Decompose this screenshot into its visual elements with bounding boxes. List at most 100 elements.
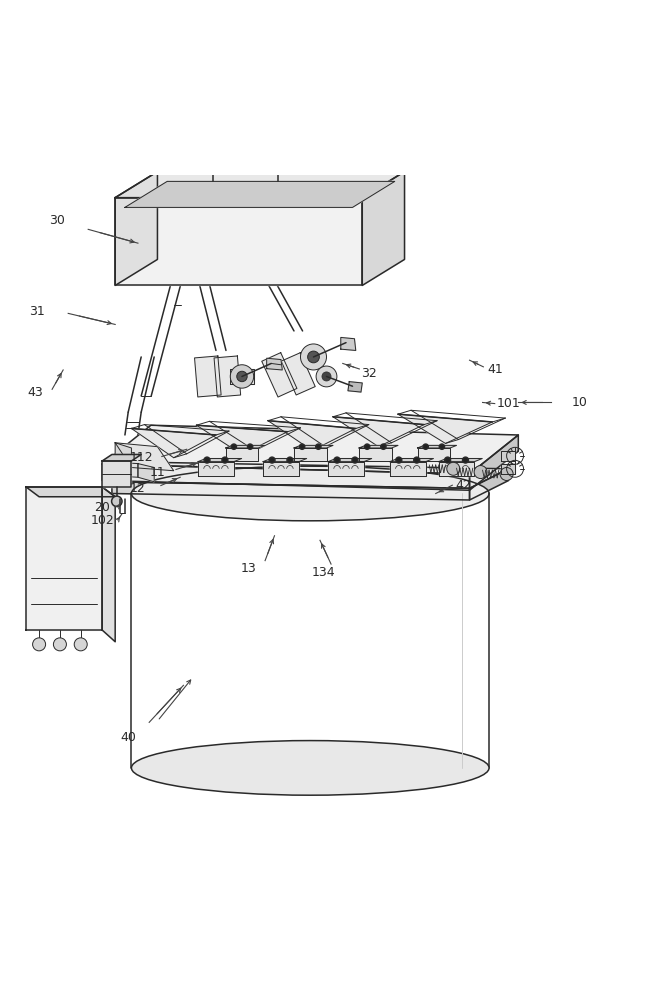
Circle shape — [474, 466, 487, 479]
Polygon shape — [390, 462, 426, 476]
Polygon shape — [102, 454, 141, 461]
Circle shape — [269, 457, 275, 463]
Text: 32: 32 — [361, 367, 377, 380]
Circle shape — [33, 638, 46, 651]
Text: 10: 10 — [572, 396, 588, 409]
Polygon shape — [501, 464, 515, 474]
Circle shape — [231, 444, 236, 449]
Polygon shape — [115, 443, 131, 467]
Polygon shape — [138, 464, 154, 482]
Polygon shape — [198, 462, 234, 476]
Text: 11: 11 — [150, 466, 165, 479]
Circle shape — [231, 365, 253, 388]
Circle shape — [287, 457, 293, 463]
Text: 31: 31 — [29, 305, 45, 318]
Polygon shape — [501, 451, 515, 461]
Polygon shape — [341, 337, 356, 350]
Text: 102: 102 — [90, 514, 114, 527]
Circle shape — [439, 444, 445, 449]
Polygon shape — [195, 356, 221, 397]
Ellipse shape — [131, 466, 489, 521]
Circle shape — [352, 457, 358, 463]
Polygon shape — [102, 464, 470, 490]
Ellipse shape — [131, 741, 489, 795]
Circle shape — [445, 457, 451, 463]
Text: 20: 20 — [94, 501, 110, 514]
Polygon shape — [398, 414, 492, 443]
Circle shape — [364, 444, 370, 449]
Polygon shape — [226, 445, 264, 448]
Polygon shape — [231, 369, 253, 384]
Polygon shape — [226, 448, 258, 461]
Polygon shape — [263, 462, 299, 476]
Polygon shape — [348, 382, 362, 392]
Polygon shape — [266, 358, 282, 370]
Polygon shape — [115, 462, 138, 477]
Polygon shape — [263, 459, 307, 462]
Polygon shape — [26, 487, 115, 497]
Circle shape — [322, 372, 331, 381]
Text: 42: 42 — [455, 479, 471, 492]
Polygon shape — [198, 459, 242, 462]
Polygon shape — [115, 198, 362, 285]
Circle shape — [247, 444, 253, 449]
Polygon shape — [214, 356, 240, 397]
Polygon shape — [359, 445, 398, 448]
Circle shape — [54, 638, 67, 651]
Polygon shape — [115, 443, 174, 471]
Polygon shape — [115, 172, 157, 285]
Polygon shape — [390, 459, 434, 462]
Polygon shape — [417, 445, 456, 448]
Polygon shape — [102, 487, 115, 642]
Polygon shape — [439, 462, 475, 476]
Polygon shape — [26, 487, 102, 630]
Polygon shape — [294, 445, 333, 448]
Polygon shape — [328, 459, 372, 462]
Polygon shape — [333, 417, 424, 447]
Polygon shape — [439, 459, 482, 462]
Circle shape — [222, 457, 228, 463]
Text: 12: 12 — [130, 482, 146, 495]
Polygon shape — [268, 421, 356, 451]
Circle shape — [300, 444, 305, 449]
Circle shape — [334, 457, 340, 463]
Polygon shape — [470, 435, 518, 490]
Polygon shape — [417, 448, 450, 461]
Text: 13: 13 — [240, 562, 257, 575]
Text: 40: 40 — [120, 731, 136, 744]
Circle shape — [308, 351, 319, 363]
Polygon shape — [470, 469, 509, 500]
Circle shape — [423, 444, 428, 449]
Circle shape — [316, 366, 337, 387]
Polygon shape — [362, 172, 404, 285]
Circle shape — [74, 638, 88, 651]
Text: 30: 30 — [49, 214, 65, 227]
Circle shape — [396, 457, 402, 463]
Circle shape — [414, 457, 420, 463]
Circle shape — [237, 371, 247, 382]
Circle shape — [300, 344, 326, 370]
Polygon shape — [262, 353, 297, 397]
Polygon shape — [102, 425, 518, 474]
Polygon shape — [102, 461, 131, 487]
Polygon shape — [197, 425, 287, 454]
Polygon shape — [125, 181, 395, 207]
Circle shape — [381, 444, 386, 449]
Text: 112: 112 — [129, 451, 153, 464]
Circle shape — [447, 462, 460, 475]
Circle shape — [462, 457, 468, 463]
Polygon shape — [281, 353, 315, 395]
Text: 134: 134 — [311, 566, 335, 579]
Polygon shape — [112, 482, 470, 500]
Text: 43: 43 — [27, 386, 43, 399]
Polygon shape — [328, 462, 364, 476]
Polygon shape — [115, 172, 404, 198]
Circle shape — [204, 457, 210, 463]
Circle shape — [112, 496, 122, 507]
Polygon shape — [294, 448, 326, 461]
Polygon shape — [131, 428, 216, 458]
Circle shape — [500, 467, 513, 480]
Polygon shape — [112, 462, 509, 488]
Text: 41: 41 — [488, 363, 503, 376]
Polygon shape — [359, 448, 392, 461]
